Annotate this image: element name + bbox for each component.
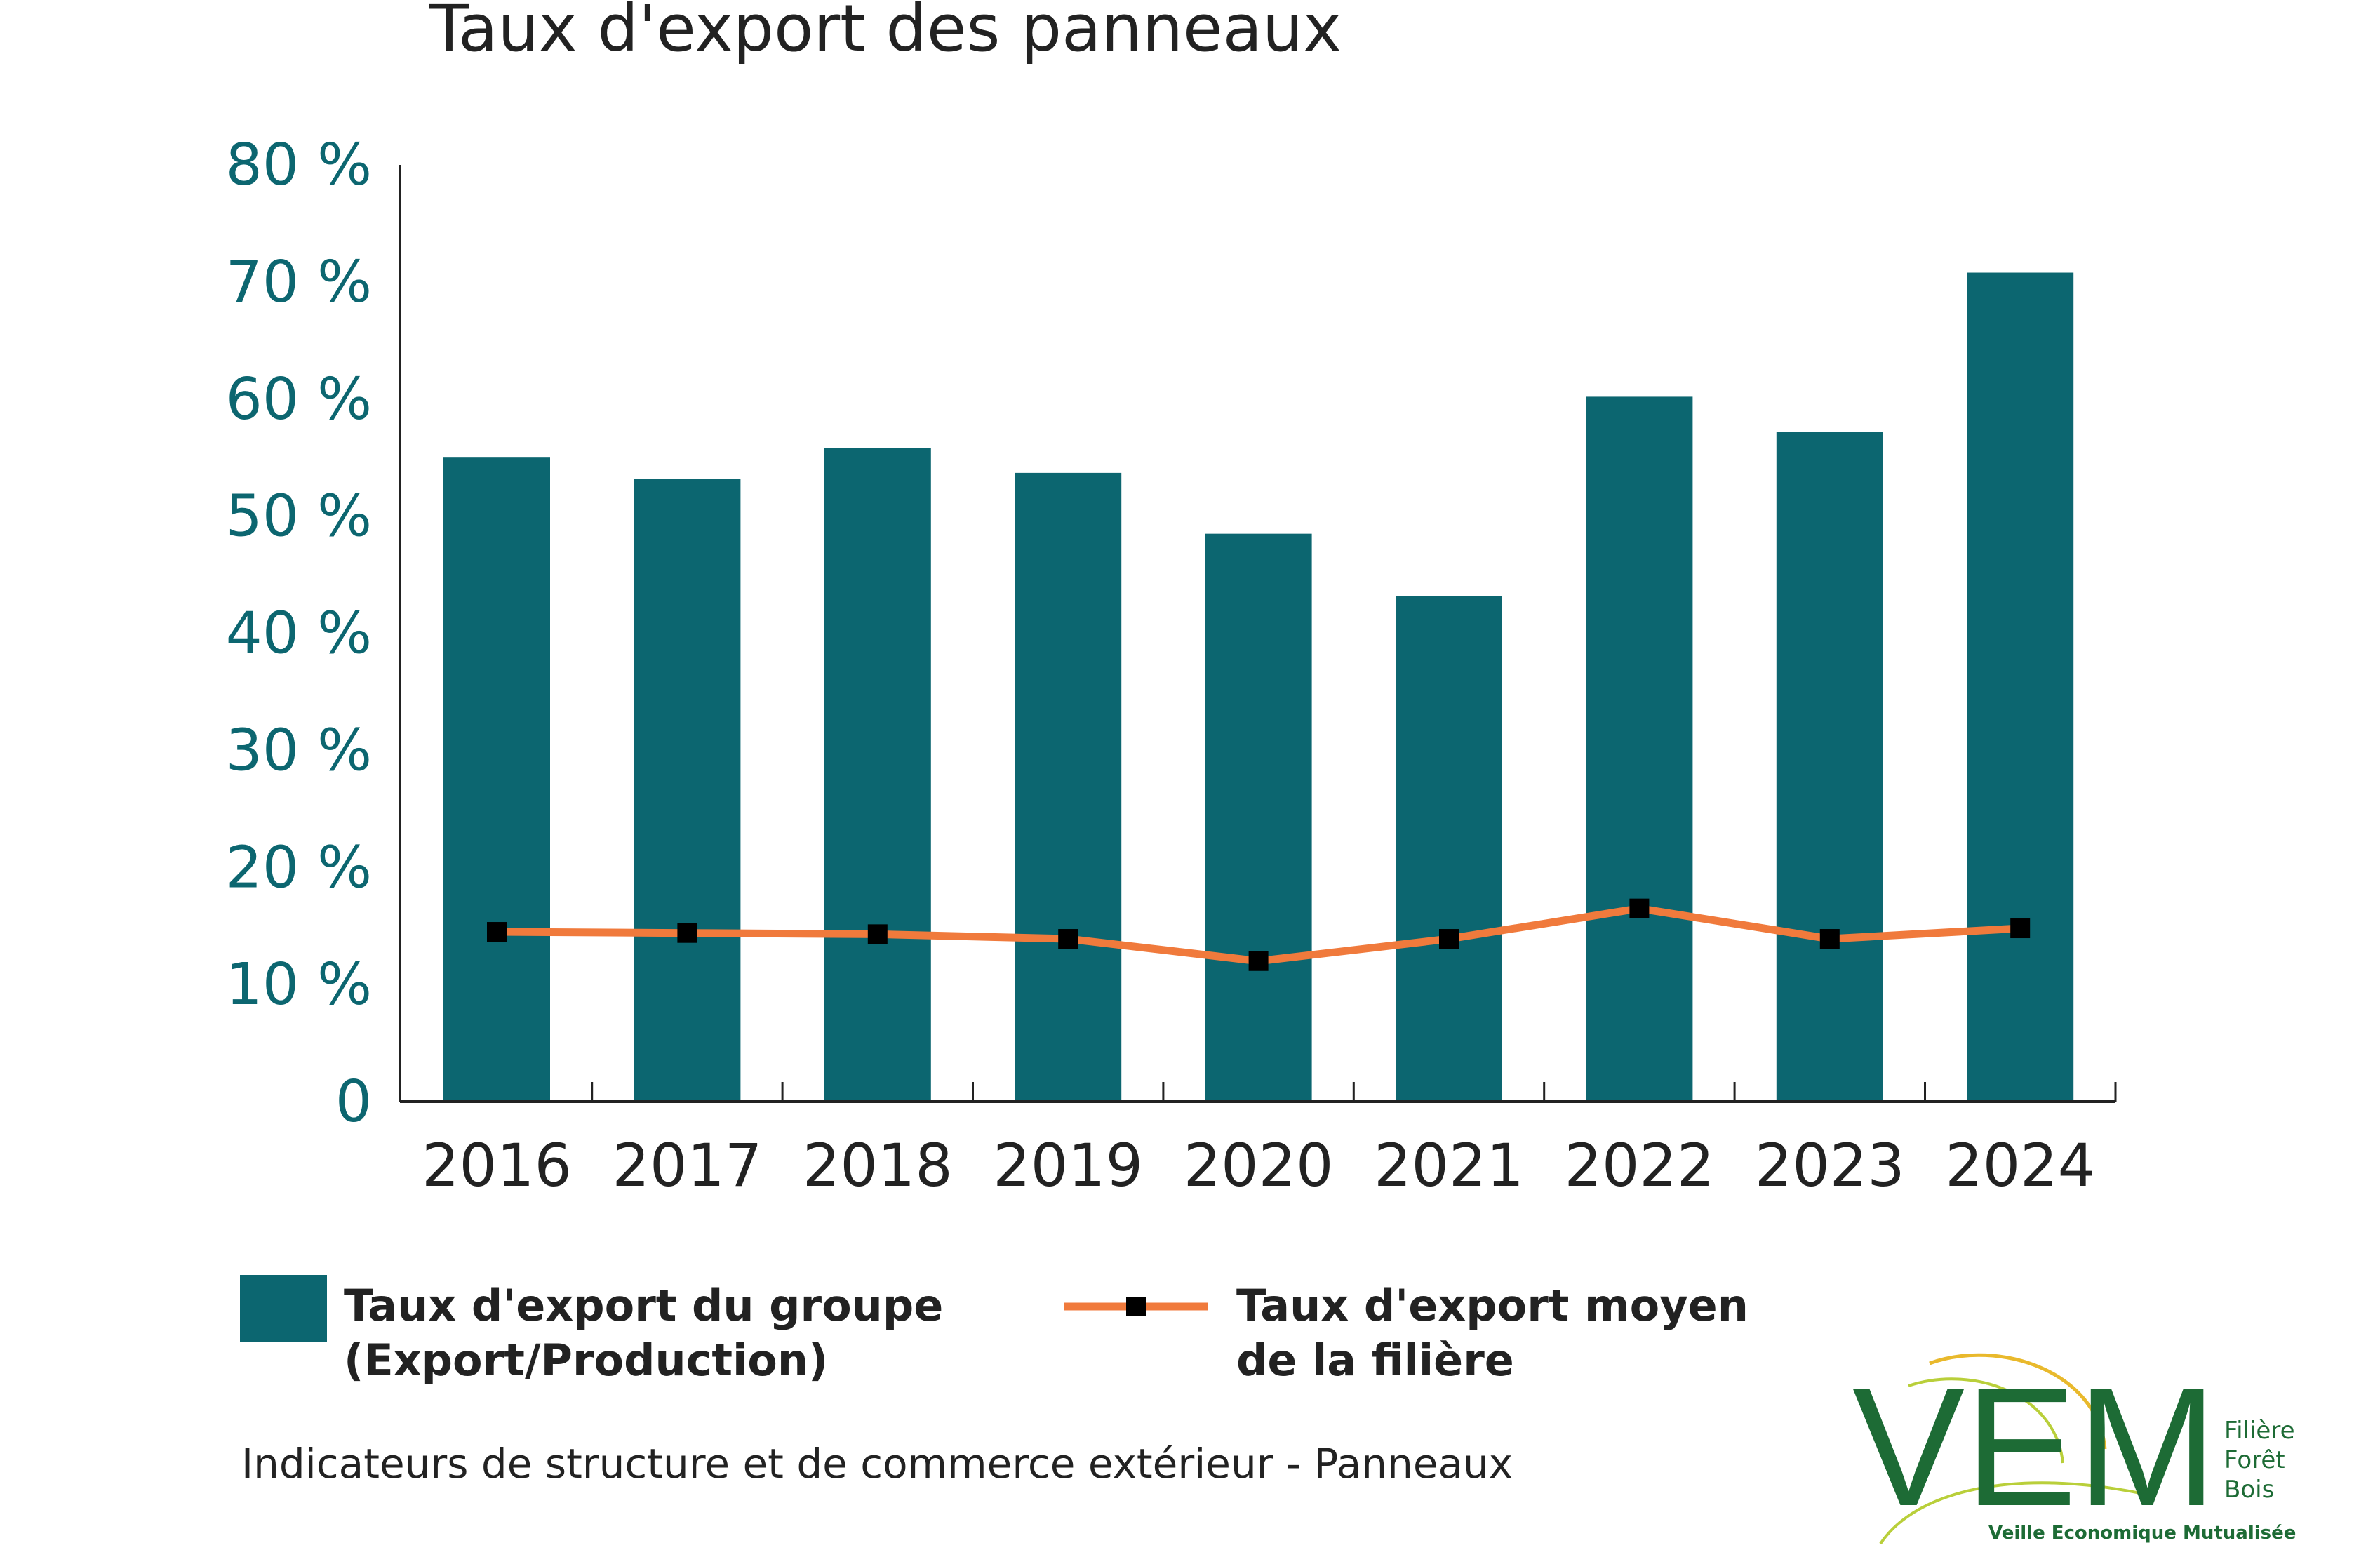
line-point-2023 xyxy=(1819,929,1840,949)
line-point-2022 xyxy=(1629,898,1650,918)
x-tick-label: 2017 xyxy=(613,1131,763,1200)
x-tick-label: 2024 xyxy=(1945,1131,2095,1200)
legend-swatches xyxy=(240,1275,1208,1342)
x-tick-label: 2021 xyxy=(1374,1131,1524,1200)
line-point-2019 xyxy=(1058,929,1078,949)
axes xyxy=(399,165,2117,1103)
bar-2021 xyxy=(1396,596,1502,1102)
bar-2017 xyxy=(634,479,741,1102)
bar-2016 xyxy=(443,457,550,1102)
vem-logo-graphic: VEM xyxy=(1852,1353,2217,1545)
source-caption: Indicateurs de structure et de commerce … xyxy=(241,1440,1513,1488)
x-tick-label: 2020 xyxy=(1184,1131,1334,1200)
legend-swatch-bars xyxy=(240,1275,327,1342)
bar-2024 xyxy=(1967,272,2074,1102)
line-point-2018 xyxy=(867,924,888,944)
chart-title: Taux d'export des panneaux xyxy=(429,0,1342,66)
line-point-2024 xyxy=(2010,918,2031,939)
y-tick-label: 50 % xyxy=(226,483,372,550)
bar-2019 xyxy=(1015,472,1122,1102)
x-tick-label: 2018 xyxy=(803,1131,953,1200)
vem-logo: VEM xyxy=(1852,1344,2344,1547)
y-tick-label: 10 % xyxy=(226,951,372,1018)
line-point-2017 xyxy=(677,923,697,943)
legend-label-line: Taux d'export moyen de la filière xyxy=(1236,1280,1749,1386)
bar-2023 xyxy=(1776,432,1883,1102)
y-tick-label: 30 % xyxy=(226,717,372,784)
vem-logo-bottom-text: Veille Economique Mutualisée xyxy=(1988,1523,2297,1544)
vem-logo-side-text: Filière Forêt Bois xyxy=(2224,1416,2295,1504)
legend-swatch-marker xyxy=(1126,1297,1146,1316)
line-point-2020 xyxy=(1248,951,1269,971)
y-tick-label: 40 % xyxy=(226,601,372,667)
bar-2020 xyxy=(1205,533,1312,1102)
bar-series xyxy=(443,272,2074,1102)
y-tick-label: 70 % xyxy=(226,249,372,316)
y-axis-tick-labels: 0 10 % 20 % 30 % 40 % 50 % 60 % 70 % 80 % xyxy=(226,132,372,1135)
bar-2022 xyxy=(1586,396,1693,1102)
line-point-2016 xyxy=(487,922,507,942)
x-tick-label: 2022 xyxy=(1565,1131,1715,1200)
x-tick-label: 2023 xyxy=(1755,1131,1905,1200)
y-tick-label: 80 % xyxy=(226,132,372,199)
y-tick-label: 60 % xyxy=(226,366,372,433)
x-tick-label: 2016 xyxy=(422,1131,572,1200)
bar-2018 xyxy=(824,448,931,1102)
y-tick-label: 0 xyxy=(335,1069,372,1135)
x-axis-tick-labels: 2016 2017 2018 2019 2020 2021 2022 2023 2024 xyxy=(422,1131,2095,1200)
legend-label-bars: Taux d'export du groupe (Export/Producti… xyxy=(344,1280,944,1386)
x-tick-label: 2019 xyxy=(993,1131,1143,1200)
y-tick-label: 20 % xyxy=(226,834,372,901)
vem-logo-letters: VEM xyxy=(1852,1353,2217,1541)
line-series xyxy=(487,898,2031,971)
line-point-2021 xyxy=(1439,929,1459,949)
vem-logo-side-lines: Filière Forêt Bois xyxy=(2224,1417,2295,1504)
